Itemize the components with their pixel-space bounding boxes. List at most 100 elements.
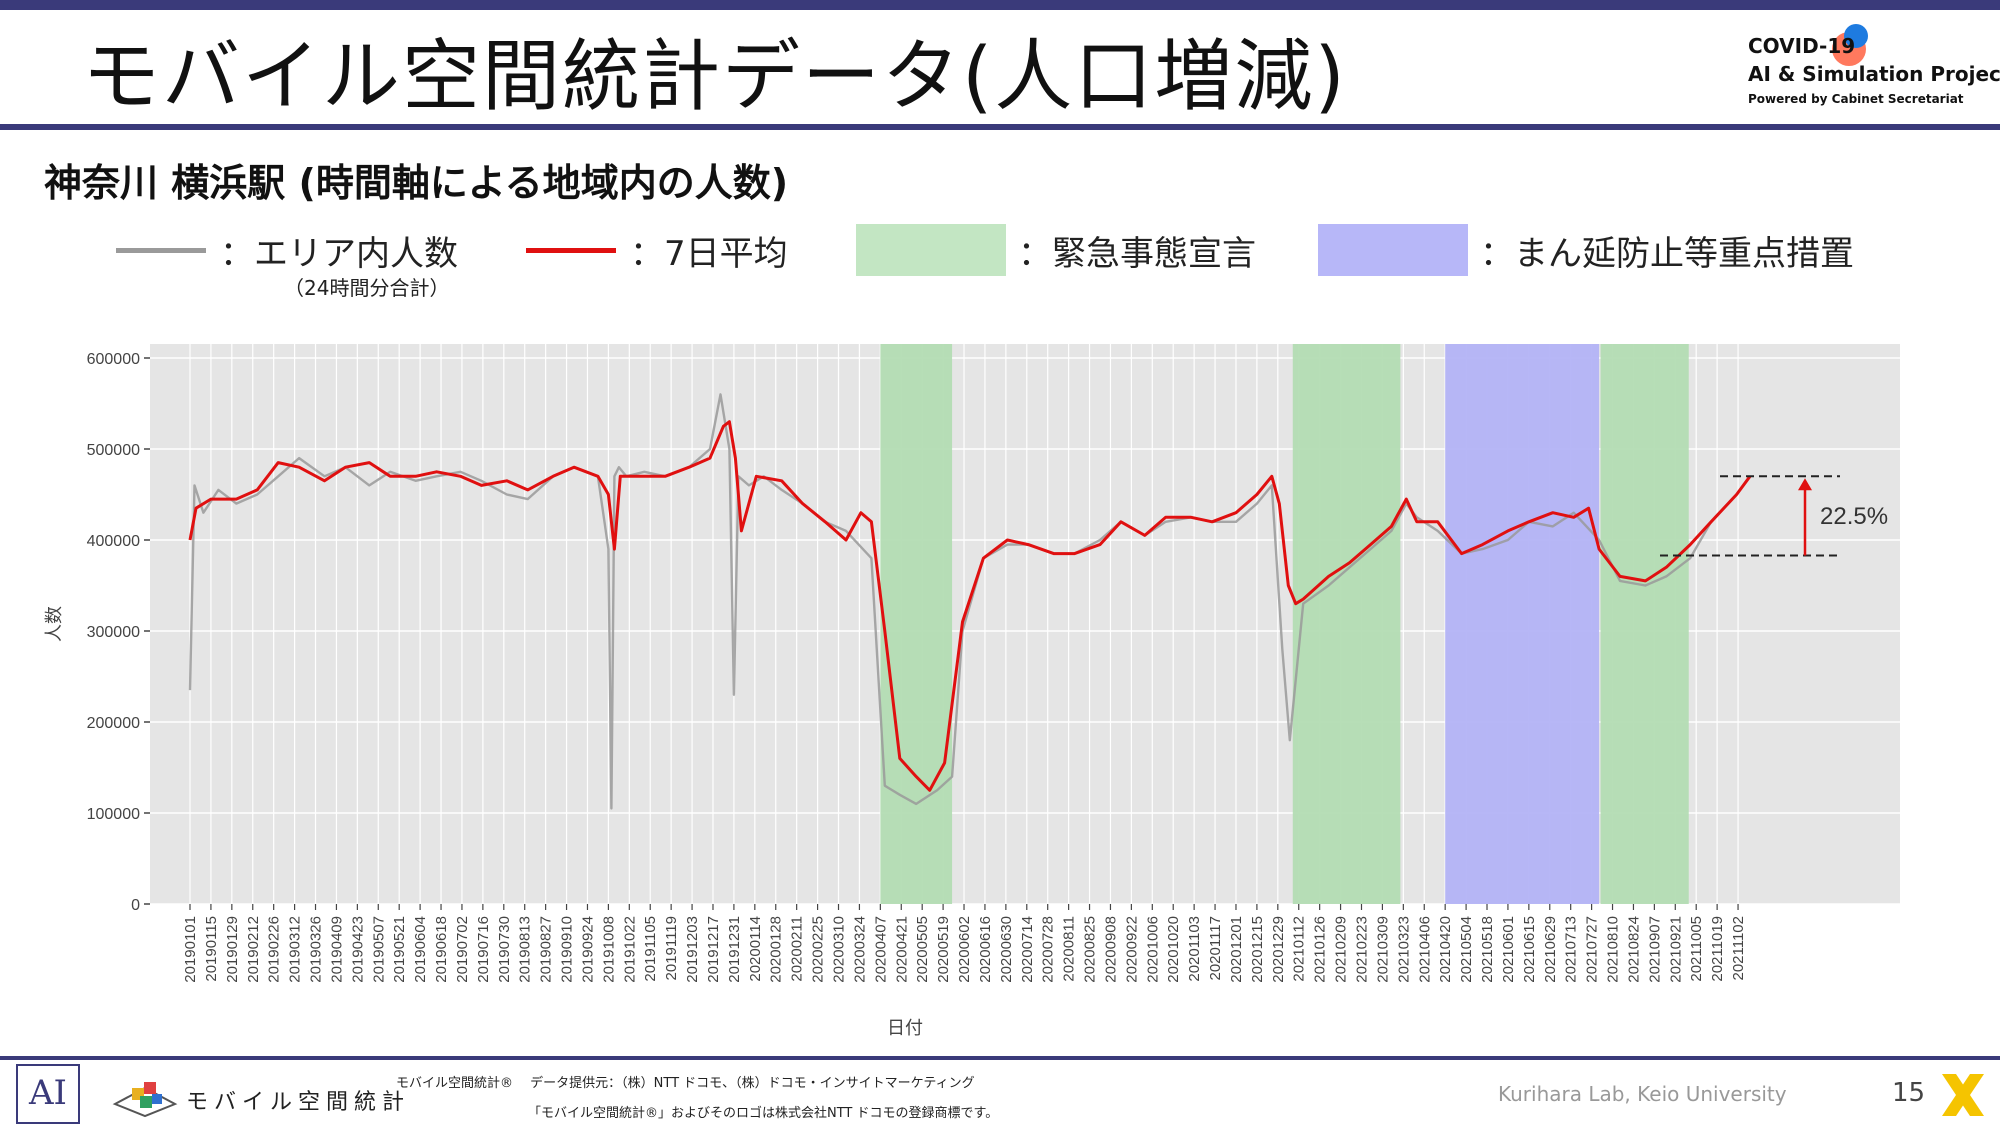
y-axis-label: 人数 [44,606,65,642]
x-tick-label: 20210713 [1563,916,1580,983]
x-tick-label: 20211005 [1688,916,1705,982]
y-tick-label: 100000 [87,806,140,823]
x-tick-label: 20190129 [224,916,241,983]
population-line-chart: 0 100000 200000 300000 400000 500000 600000 201… [44,344,1900,1039]
x-tick-label: 20200908 [1102,916,1119,983]
x-tick-label: 20200811 [1061,916,1078,982]
x-tick-label: 20210824 [1625,916,1642,983]
y-tick-label: 0 [131,897,140,914]
x-tick-label: 20190212 [245,916,262,983]
x-tick-label: 20210126 [1312,916,1329,983]
x-tick-label: 20201006 [1144,916,1161,983]
x-tick-label: 20201201 [1228,916,1245,983]
x-tick-label: 20190702 [454,916,471,983]
x-tick-label: 20191008 [600,916,617,983]
x-tick-label: 20190910 [559,916,576,983]
x-tick-label: 20210518 [1479,916,1496,983]
x-tick-label: 20201215 [1249,916,1266,983]
x-tick-label: 20210112 [1291,916,1308,982]
x-tick-label: 20200519 [935,916,952,983]
x-tick-label: 20200922 [1123,916,1140,983]
logo-line-2: AI & Simulation Project [1748,62,2000,86]
x-tick-label: 20190326 [308,916,325,983]
x-tick-label: 20210907 [1646,916,1663,983]
mobile-stats-logo-text: モバイル空間統計 [186,1090,411,1115]
annotation-arrow-head [1798,478,1812,491]
x-tick-label: 20211102 [1730,916,1747,981]
x-tick-label: 20210223 [1353,916,1370,983]
y-tick-label: 200000 [87,715,140,732]
x-tick-label: 20210727 [1584,916,1601,983]
x-tick-label: 20200714 [1019,916,1036,983]
x-tick-label: 20200225 [810,916,827,983]
x-tick-label: 20190521 [391,916,408,983]
logo-blue-dot [1844,24,1868,48]
x-tick-label: 20190101 [182,916,199,983]
x-tick-label: 20201103 [1186,916,1203,982]
legend-avg-label: ：7日平均 [630,234,788,274]
x-tick-label: 20200407 [872,916,889,983]
x-tick-label: 20210601 [1500,916,1517,983]
x-axis-label: 日付 [887,1018,923,1039]
x-tick-label: 20190924 [579,916,596,983]
ai-lab-logo: AI [16,1064,80,1124]
x-tick-label: 20200421 [893,916,910,983]
slide-title: モバイル空間統計データ(人口増減) [82,32,1347,122]
x-tick-label: 20210323 [1395,916,1412,983]
x-tick-label: 20210309 [1374,916,1391,983]
annotation-label: 22.5% [1820,503,1888,530]
trademark-notice: 「モバイル空間統計®」およびそのロゴは株式会社NTT ドコモの登録商標です。 [528,1106,999,1121]
lab-name: Kurihara Lab, Keio University [1498,1082,1787,1106]
x-tick-label: 20200602 [956,916,973,983]
legend-priority-swatch [1318,224,1468,276]
x-tick-label: 20210406 [1416,916,1433,983]
emergency-period-band [1600,344,1689,904]
legend-avg-swatch [526,248,616,253]
x-tick-label: 20191203 [684,916,701,983]
emergency-period-band [1292,344,1401,904]
x-tick-label: 20210629 [1542,916,1559,983]
footer-divider [0,1056,2000,1060]
legend-emergency-swatch [856,224,1006,276]
legend-emergency-label: ：緊急事態宣言 [1018,234,1256,274]
x-tick-label: 20201229 [1270,916,1287,983]
series-area-count-line [188,393,1751,810]
x-tick-label: 20211019 [1709,916,1726,982]
data-credit: モバイル空間統計® データ提供元：（株）NTT ドコモ、（株）ドコモ・インサイト… [396,1076,975,1091]
legend-priority-label: ：まん延防止等重点措置 [1480,234,1854,274]
title-divider [0,124,2000,130]
x-tick-label: 20190813 [517,916,534,983]
x-tick-label: 20190115 [203,916,220,982]
mobile-stats-cube-icon [112,1082,178,1118]
x-tick-label: 20190312 [287,916,304,983]
x-tick-label: 20201020 [1165,916,1182,983]
x-tick-label: 20210209 [1333,916,1350,983]
x-tick-label: 20190507 [370,916,387,983]
x-tick-label: 20200728 [1040,916,1057,983]
x-tick-label: 20200128 [768,916,785,983]
x-tick-label: 20191217 [705,916,722,983]
x-tick-label: 20190730 [496,916,513,983]
x-tick-label: 20200825 [1082,916,1099,983]
series-7day-avg-line [188,420,1752,792]
x-tick-label: 20210420 [1437,916,1454,983]
logo-line-3: Powered by Cabinet Secretariat [1748,92,1964,106]
x-tick-label: 20210921 [1667,916,1684,983]
x-tick-label: 20210504 [1458,916,1475,983]
x-tick-label: 20190827 [538,916,555,983]
x-tick-label: 20200114 [747,916,764,982]
x-tick-label: 20200310 [831,916,848,983]
covid-project-logo: COVID-19 AI & Simulation Project Powered… [1740,24,2000,114]
chart-subtitle: 神奈川 横浜駅 (時間軸による地域内の人数) [44,161,789,205]
x-brand-icon [1942,1074,1984,1116]
y-tick-label: 500000 [87,442,140,459]
page-number: 15 [1892,1078,1926,1108]
x-tick-label: 20200616 [977,916,994,983]
x-tick-label: 20201117 [1207,916,1224,981]
x-tick-label: 20191105 [642,916,659,982]
y-tick-label: 600000 [87,351,140,368]
logo-line-1: COVID-19 [1748,34,1856,58]
y-tick-label: 300000 [87,624,140,641]
y-tick-label: 400000 [87,533,140,550]
x-tick-label: 20191022 [621,916,638,983]
